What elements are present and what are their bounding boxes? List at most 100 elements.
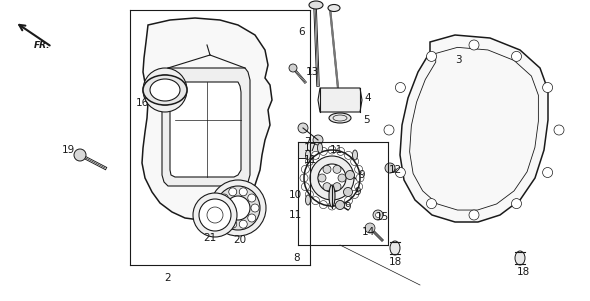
- Ellipse shape: [515, 251, 525, 265]
- Text: 10: 10: [289, 190, 301, 200]
- Circle shape: [512, 199, 522, 209]
- Text: 14: 14: [361, 227, 375, 237]
- Circle shape: [312, 197, 320, 205]
- Text: 20: 20: [234, 235, 247, 245]
- Text: 8: 8: [294, 253, 300, 263]
- Text: 15: 15: [375, 212, 389, 222]
- Circle shape: [543, 82, 553, 92]
- Circle shape: [350, 191, 359, 198]
- Circle shape: [384, 125, 394, 135]
- Text: 9: 9: [359, 170, 365, 180]
- Circle shape: [337, 201, 345, 209]
- Text: FR.: FR.: [34, 42, 50, 51]
- Circle shape: [365, 223, 375, 233]
- Text: 11: 11: [289, 210, 301, 220]
- Polygon shape: [170, 82, 241, 177]
- Circle shape: [395, 82, 405, 92]
- Circle shape: [345, 197, 352, 205]
- Ellipse shape: [317, 143, 323, 153]
- Circle shape: [210, 180, 266, 236]
- Circle shape: [323, 183, 331, 191]
- Ellipse shape: [390, 241, 400, 255]
- Circle shape: [346, 170, 355, 179]
- Circle shape: [306, 157, 313, 166]
- Circle shape: [289, 64, 297, 72]
- Polygon shape: [400, 35, 548, 222]
- Circle shape: [226, 196, 250, 220]
- Text: 11: 11: [329, 145, 343, 155]
- Circle shape: [355, 165, 363, 173]
- Text: 16: 16: [135, 98, 149, 108]
- Circle shape: [248, 214, 255, 222]
- Circle shape: [375, 213, 381, 218]
- Text: 2: 2: [165, 273, 171, 283]
- Circle shape: [333, 165, 341, 173]
- Circle shape: [199, 199, 231, 231]
- Ellipse shape: [352, 150, 358, 160]
- Circle shape: [356, 174, 364, 182]
- Circle shape: [350, 157, 359, 166]
- Circle shape: [345, 151, 352, 159]
- Circle shape: [543, 167, 553, 178]
- Circle shape: [150, 75, 180, 105]
- Ellipse shape: [143, 75, 187, 105]
- Circle shape: [300, 174, 308, 182]
- Circle shape: [220, 214, 228, 222]
- Text: 9: 9: [345, 202, 351, 212]
- Circle shape: [74, 149, 86, 161]
- Text: 18: 18: [388, 257, 402, 267]
- Circle shape: [313, 135, 323, 145]
- Polygon shape: [298, 142, 318, 158]
- Text: 3: 3: [455, 55, 461, 65]
- Ellipse shape: [329, 185, 335, 207]
- Circle shape: [240, 188, 247, 196]
- Circle shape: [310, 156, 354, 200]
- Ellipse shape: [150, 79, 180, 101]
- Circle shape: [427, 51, 437, 61]
- Circle shape: [355, 183, 363, 191]
- Circle shape: [427, 199, 437, 209]
- Ellipse shape: [309, 1, 323, 9]
- Text: 21: 21: [204, 233, 217, 243]
- Circle shape: [328, 202, 336, 210]
- Text: 6: 6: [299, 27, 305, 37]
- Text: 9: 9: [355, 187, 361, 197]
- Circle shape: [306, 191, 313, 198]
- Circle shape: [385, 163, 395, 173]
- Circle shape: [229, 188, 237, 196]
- Circle shape: [323, 165, 331, 173]
- Polygon shape: [142, 18, 272, 220]
- Circle shape: [216, 186, 260, 230]
- Circle shape: [512, 51, 522, 61]
- Ellipse shape: [306, 150, 310, 160]
- Circle shape: [301, 165, 309, 173]
- Text: 4: 4: [365, 93, 371, 103]
- Ellipse shape: [306, 195, 310, 205]
- Ellipse shape: [328, 5, 340, 11]
- Text: 17: 17: [303, 143, 317, 153]
- Text: 5: 5: [363, 115, 371, 125]
- Text: 7: 7: [304, 137, 310, 147]
- Circle shape: [328, 146, 336, 154]
- Circle shape: [301, 183, 309, 191]
- Circle shape: [333, 183, 341, 191]
- Circle shape: [193, 193, 237, 237]
- Text: 12: 12: [388, 165, 402, 175]
- Polygon shape: [318, 88, 362, 112]
- Circle shape: [373, 210, 383, 220]
- Circle shape: [298, 123, 308, 133]
- Polygon shape: [162, 68, 250, 186]
- Circle shape: [343, 188, 352, 197]
- Circle shape: [337, 147, 345, 155]
- Polygon shape: [409, 47, 539, 210]
- Text: 19: 19: [61, 145, 74, 155]
- Circle shape: [469, 40, 479, 50]
- Circle shape: [469, 210, 479, 220]
- Circle shape: [336, 200, 345, 209]
- Ellipse shape: [329, 113, 351, 123]
- Circle shape: [395, 167, 405, 178]
- Circle shape: [312, 151, 320, 159]
- Circle shape: [229, 220, 237, 228]
- Circle shape: [251, 204, 259, 212]
- Text: 18: 18: [516, 267, 530, 277]
